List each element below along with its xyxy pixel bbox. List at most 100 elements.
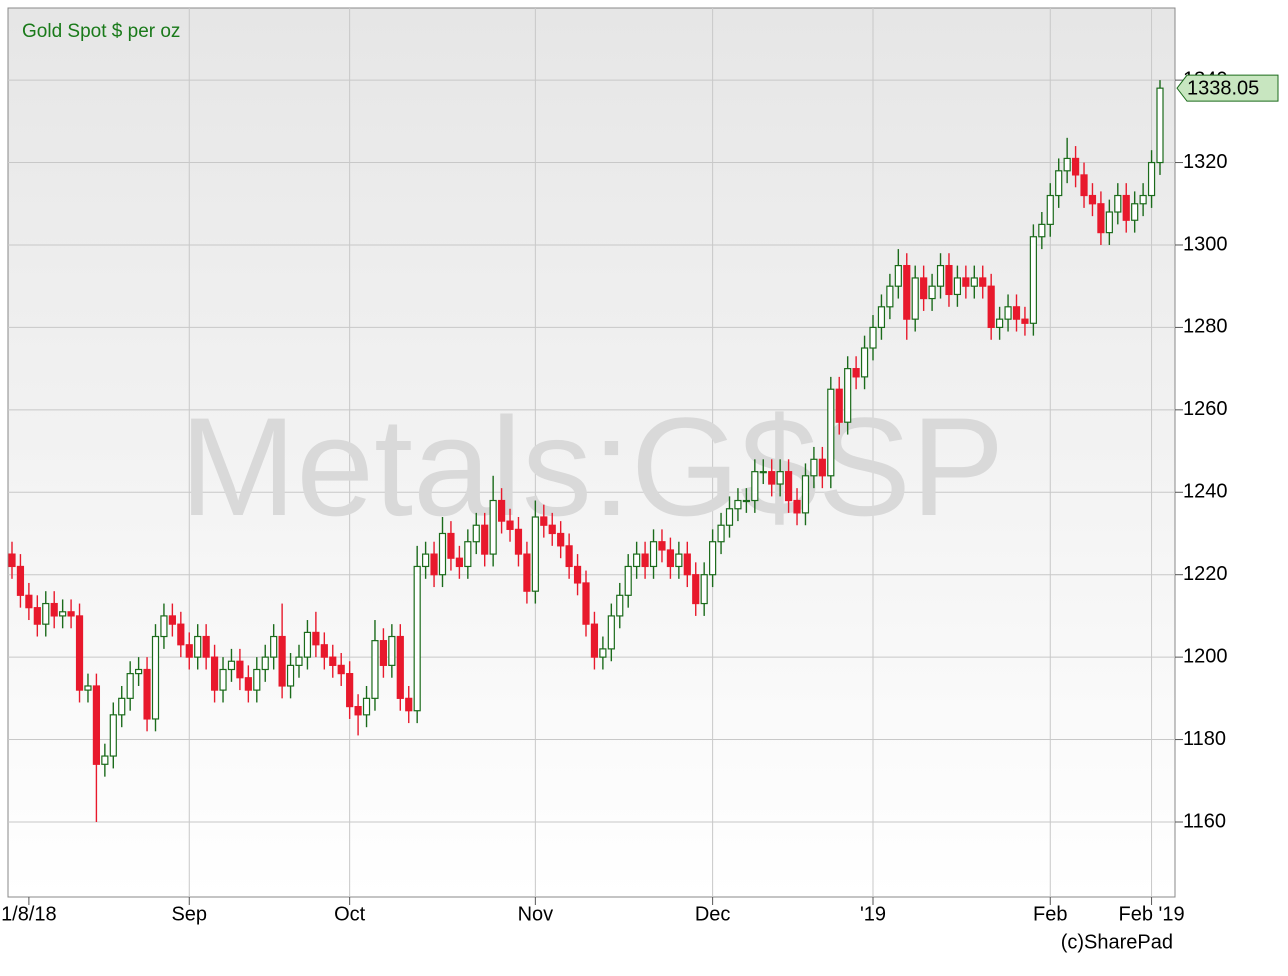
candle-body xyxy=(253,668,261,691)
candle-body xyxy=(793,499,801,514)
candle-body xyxy=(928,285,936,300)
candle-body xyxy=(590,623,599,658)
candle-body xyxy=(25,594,33,609)
candle-body xyxy=(278,635,286,687)
candle-body xyxy=(346,673,354,708)
candle-body xyxy=(742,499,750,503)
candle-body xyxy=(599,648,607,658)
candle-body xyxy=(751,471,759,502)
candle-body xyxy=(1055,170,1063,197)
candle-body xyxy=(362,697,371,716)
x-tick-label: Oct xyxy=(334,903,366,925)
candle-body xyxy=(607,615,615,650)
candle-body xyxy=(818,458,826,477)
candle-body xyxy=(8,553,16,568)
candle-body xyxy=(168,615,176,625)
candle-body xyxy=(1156,87,1164,164)
candle-body xyxy=(481,524,489,555)
candle-body xyxy=(261,656,269,671)
candle-body xyxy=(286,664,295,687)
candle-body xyxy=(886,285,894,308)
candle-body xyxy=(717,524,725,543)
candle-body xyxy=(210,656,219,691)
candle-body xyxy=(219,668,227,691)
x-tick-label: '19 xyxy=(860,903,886,925)
candle-body xyxy=(658,541,666,551)
x-tick-label: Nov xyxy=(518,903,554,925)
candle-body xyxy=(624,565,632,596)
candle-body xyxy=(827,388,835,477)
candle-body xyxy=(270,635,278,658)
candle-body xyxy=(438,532,447,576)
candle-body xyxy=(135,668,143,675)
candle-body xyxy=(1122,194,1130,221)
candle-body xyxy=(396,635,404,699)
candle-body xyxy=(354,705,362,716)
candle-body xyxy=(320,644,328,658)
candle-body xyxy=(455,557,463,568)
chart-title: Gold Spot $ per oz xyxy=(22,21,180,42)
candle-body xyxy=(447,532,455,559)
candle-body xyxy=(573,565,582,584)
y-tick-label: 1180 xyxy=(1183,728,1226,750)
candle-body xyxy=(911,277,919,320)
candle-body xyxy=(430,553,438,576)
candle-body xyxy=(523,553,531,592)
candle-body xyxy=(810,458,818,477)
candle-body xyxy=(109,714,117,757)
candle-body xyxy=(835,388,843,423)
candle-body xyxy=(413,565,421,712)
x-tick-label: Feb xyxy=(1033,903,1067,925)
x-tick-label: Feb '19 xyxy=(1119,903,1185,925)
candle-body xyxy=(641,553,649,568)
candle-body xyxy=(683,553,691,576)
candle-body xyxy=(784,471,793,502)
y-tick-label: 1280 xyxy=(1183,316,1228,338)
candle-body xyxy=(565,545,573,568)
last-price-label: 1338.05 xyxy=(1187,77,1259,99)
candle-body xyxy=(42,602,50,625)
candle-body xyxy=(379,640,388,666)
candle-body xyxy=(1088,194,1097,205)
candle-body xyxy=(337,664,345,675)
candle-body xyxy=(1021,318,1029,324)
candle-body xyxy=(582,582,590,625)
candle-body xyxy=(987,285,995,329)
candle-body xyxy=(801,475,810,514)
candle-body xyxy=(962,277,970,287)
candle-body xyxy=(303,631,312,658)
candle-body xyxy=(734,499,742,510)
candle-body xyxy=(59,611,67,617)
candle-body xyxy=(1063,157,1071,172)
candle-body xyxy=(1139,194,1147,205)
candle-body xyxy=(700,574,708,605)
y-tick-label: 1240 xyxy=(1183,481,1228,503)
candle-body xyxy=(877,306,886,329)
watermark: Metals:G$SP xyxy=(180,388,1005,545)
candle-body xyxy=(692,574,700,605)
candle-body xyxy=(1071,157,1080,176)
candle-body xyxy=(1105,211,1113,234)
candle-body xyxy=(151,635,160,720)
candle-body xyxy=(202,635,210,658)
candle-body xyxy=(1004,306,1012,320)
candle-body xyxy=(979,277,987,287)
candle-body xyxy=(16,565,25,596)
plot-area xyxy=(7,7,1176,898)
candle-body xyxy=(1097,203,1105,234)
candle-body xyxy=(945,264,953,296)
candle-body xyxy=(405,697,413,712)
candle-body xyxy=(1114,194,1122,213)
y-tick-label: 1260 xyxy=(1183,398,1228,420)
candle-body xyxy=(759,471,767,474)
candle-body xyxy=(903,264,911,320)
candle-body xyxy=(996,318,1004,329)
candle-body xyxy=(725,508,734,526)
candle-body xyxy=(177,623,185,646)
candle-body xyxy=(531,516,539,592)
y-tick-label: 1220 xyxy=(1183,563,1228,585)
candle-body xyxy=(514,528,523,555)
candle-body xyxy=(489,499,497,555)
candle-body xyxy=(33,607,41,625)
candle-body xyxy=(666,549,675,568)
